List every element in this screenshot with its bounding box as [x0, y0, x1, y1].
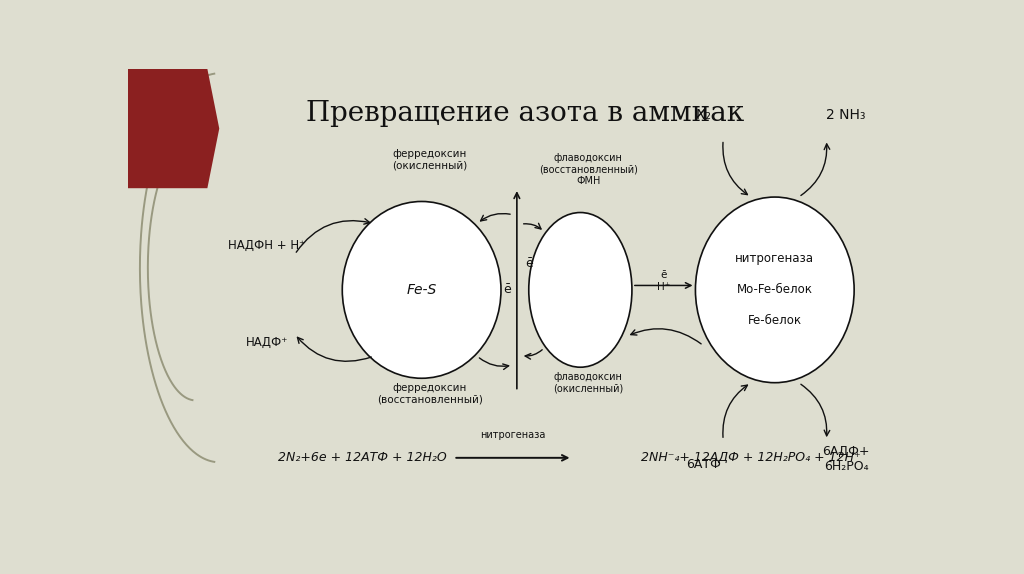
Ellipse shape — [695, 197, 854, 383]
Ellipse shape — [528, 212, 632, 367]
Text: нитрогеназа: нитрогеназа — [735, 253, 814, 265]
Text: 2N₂+6e + 12АТФ + 12H₂O: 2N₂+6e + 12АТФ + 12H₂O — [278, 451, 446, 464]
Text: Fe-S: Fe-S — [407, 283, 437, 297]
Text: флаводоксин
(восстановленный)
ФМН: флаводоксин (восстановленный) ФМН — [539, 153, 638, 186]
Text: 2 NH₃: 2 NH₃ — [826, 108, 866, 122]
Text: ē
H⁺: ē H⁺ — [657, 270, 671, 292]
Text: ē: ē — [504, 284, 511, 296]
Text: ē: ē — [525, 257, 532, 270]
Text: НАДФ⁺: НАДФ⁺ — [246, 336, 288, 350]
Text: N₂: N₂ — [695, 108, 712, 122]
Text: флаводоксин
(окисленный): флаводоксин (окисленный) — [553, 371, 624, 393]
Text: НАДФН + Н⁺: НАДФН + Н⁺ — [228, 239, 305, 252]
Text: 6АТФ: 6АТФ — [686, 458, 721, 471]
Polygon shape — [128, 69, 219, 188]
Text: Fe-белок: Fe-белок — [748, 315, 802, 327]
Text: ферредоксин
(окисленный): ферредоксин (окисленный) — [392, 149, 467, 170]
Text: 6АДФ+
6H₂PO₄: 6АДФ+ 6H₂PO₄ — [822, 444, 870, 472]
Text: 2NH⁻₄+ 12АДФ + 12H₂PO₄ + 12H⁺: 2NH⁻₄+ 12АДФ + 12H₂PO₄ + 12H⁺ — [641, 451, 861, 464]
Ellipse shape — [342, 201, 501, 378]
Text: Mo-Fe-белок: Mo-Fe-белок — [737, 284, 813, 296]
Text: Превращение азота в аммиак: Превращение азота в аммиак — [306, 100, 743, 127]
Text: ферредоксин
(восстановленный): ферредоксин (восстановленный) — [377, 383, 482, 404]
Text: нитрогеназа: нитрогеназа — [480, 430, 546, 440]
